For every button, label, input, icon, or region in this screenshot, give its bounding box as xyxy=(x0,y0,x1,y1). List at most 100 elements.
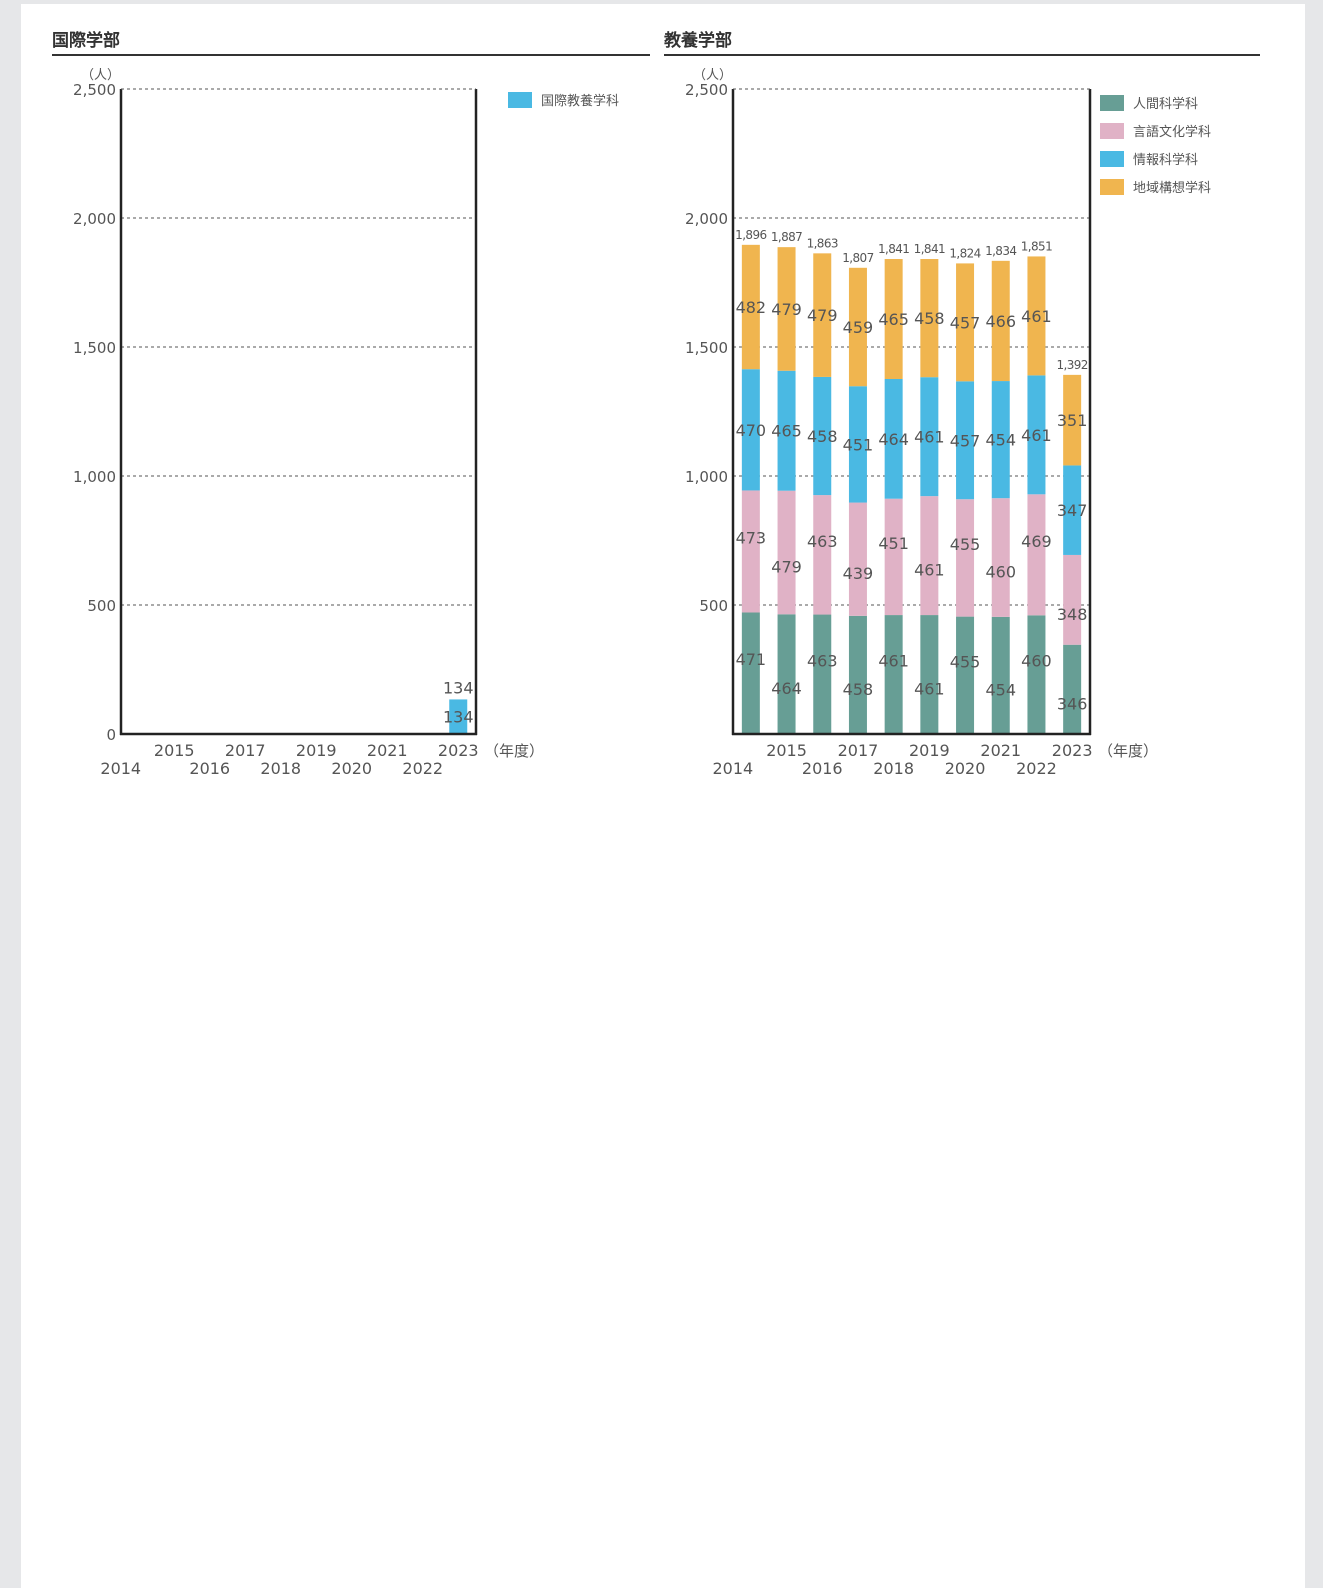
data-label: 469 xyxy=(1021,532,1052,551)
y-tick-label: 0 xyxy=(106,726,116,744)
title-rule xyxy=(52,54,650,56)
x-tick-label: 2022 xyxy=(1016,759,1057,778)
bar-segment xyxy=(813,495,832,615)
legend-swatch xyxy=(1100,123,1124,139)
bar-segment xyxy=(813,253,832,377)
data-label: 348 xyxy=(1057,605,1088,624)
data-label: 458 xyxy=(914,309,945,328)
bar-segment xyxy=(1063,465,1082,555)
y-unit-label: （人） xyxy=(693,68,732,83)
bar-segment xyxy=(1063,644,1082,734)
y-tick-label: 2,500 xyxy=(685,81,728,99)
bar-segment xyxy=(813,376,832,496)
x-tick-label: 2015 xyxy=(154,741,195,760)
bar-segment xyxy=(991,381,1010,499)
data-label: 458 xyxy=(843,680,874,699)
data-label: 482 xyxy=(736,298,767,317)
total-label: 1,851 xyxy=(1021,239,1052,253)
bar-segment xyxy=(449,699,468,734)
bar-segment xyxy=(884,498,903,616)
bar-segment xyxy=(848,502,867,616)
legend-label: 国際教養学科 xyxy=(541,93,619,109)
total-label: 1,824 xyxy=(949,246,980,260)
bar-segment xyxy=(1027,375,1046,495)
data-label: 461 xyxy=(914,561,945,580)
bar-segment xyxy=(956,263,975,382)
bar-segment xyxy=(741,369,760,491)
bar-segment xyxy=(848,267,867,387)
y-tick-label: 2,000 xyxy=(73,210,116,228)
x-tick-label: 2021 xyxy=(980,741,1021,760)
x-tick-label: 2019 xyxy=(909,741,950,760)
y-tick-label: 500 xyxy=(699,597,728,615)
data-label: 471 xyxy=(736,650,767,669)
bar-segment xyxy=(884,259,903,379)
total-label: 1,834 xyxy=(985,244,1016,258)
y-tick-label: 500 xyxy=(87,597,116,615)
x-unit-label: （年度） xyxy=(1098,742,1158,760)
x-tick-label: 2020 xyxy=(331,759,372,778)
total-label: 1,392 xyxy=(1056,358,1087,372)
bar-segment xyxy=(1063,554,1082,645)
total-label: 1,841 xyxy=(914,242,945,256)
data-label: 461 xyxy=(914,680,945,699)
chart-title: 国際学部 xyxy=(52,31,120,51)
data-label: 346 xyxy=(1057,694,1088,713)
data-label: 455 xyxy=(950,652,981,671)
y-tick-label: 2,500 xyxy=(73,81,116,99)
legend-label: 情報科学科 xyxy=(1133,152,1198,168)
data-label: 351 xyxy=(1057,411,1088,430)
legend-label: 地域構想学科 xyxy=(1133,180,1211,196)
legend-swatch xyxy=(1100,95,1124,111)
y-tick-label: 1,000 xyxy=(685,468,728,486)
total-label: 1,807 xyxy=(842,251,873,265)
data-label: 451 xyxy=(843,435,874,454)
bar-segment xyxy=(920,496,939,616)
bar-segment xyxy=(884,378,903,499)
x-tick-label: 2018 xyxy=(260,759,301,778)
data-label: 459 xyxy=(843,318,874,337)
data-label: 455 xyxy=(950,535,981,554)
x-tick-label: 2016 xyxy=(802,759,843,778)
legend-label: 人間科学科 xyxy=(1133,96,1198,112)
data-label: 465 xyxy=(771,422,802,441)
bar-segment xyxy=(1027,615,1046,734)
data-label: 454 xyxy=(985,680,1016,699)
international-faculty-chart: 0 500 1,000 1,500 2,000 2,500（人） 134 134 2014 201… xyxy=(73,68,619,778)
data-label: 347 xyxy=(1057,501,1088,520)
total-label: 134 xyxy=(443,678,474,697)
data-label: 458 xyxy=(807,427,838,446)
x-tick-label: 2017 xyxy=(838,741,879,760)
bar-segment xyxy=(920,615,939,734)
data-label: 473 xyxy=(736,528,767,547)
x-tick-label: 2014 xyxy=(712,759,753,778)
chart-title: 教養学部 xyxy=(664,31,732,51)
data-label: 454 xyxy=(985,431,1016,450)
data-label: 479 xyxy=(807,306,838,325)
y-tick-label: 2,000 xyxy=(685,210,728,228)
legend-swatch xyxy=(1100,151,1124,167)
data-label: 134 xyxy=(443,708,474,727)
x-tick-label: 2018 xyxy=(873,759,914,778)
data-label: 461 xyxy=(914,428,945,447)
bar-segment xyxy=(884,615,903,734)
bar-segment xyxy=(777,490,796,615)
bar-segment xyxy=(777,370,796,491)
bar-segment xyxy=(956,499,975,617)
bar-segment xyxy=(991,616,1010,734)
bar-segment xyxy=(777,614,796,734)
data-label: 460 xyxy=(985,563,1016,582)
x-tick-label: 2019 xyxy=(296,741,337,760)
bar-segment xyxy=(813,614,832,734)
x-tick-label: 2014 xyxy=(100,759,141,778)
bar-segment xyxy=(741,244,760,370)
x-tick-label: 2022 xyxy=(402,759,443,778)
y-tick-label: 1,500 xyxy=(685,339,728,357)
x-tick-label: 2023 xyxy=(438,741,479,760)
data-label: 464 xyxy=(878,430,909,449)
page-sheet: 国際学部 0 500 1,000 1,500 2,000 2,500 （人） 134 134 20… xyxy=(21,4,1305,1588)
x-tick-label: 2016 xyxy=(189,759,230,778)
x-tick-label: 2023 xyxy=(1052,741,1093,760)
x-unit-label: （年度） xyxy=(484,742,544,760)
x-tick-label: 2017 xyxy=(225,741,266,760)
